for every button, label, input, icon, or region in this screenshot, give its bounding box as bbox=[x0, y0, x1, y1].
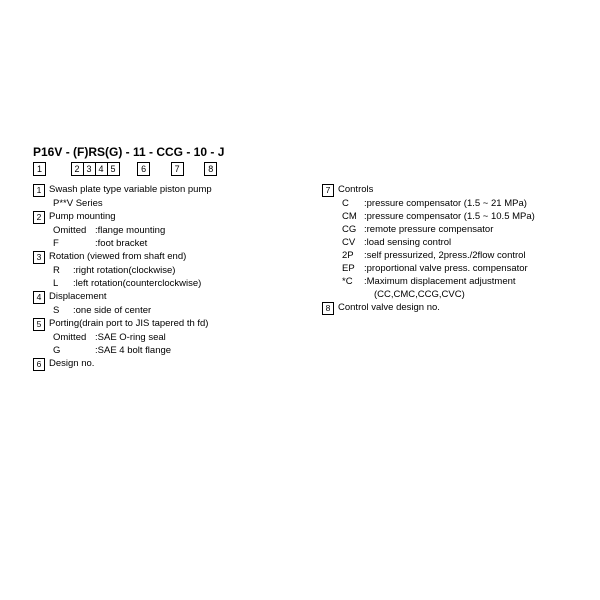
box-2: 2 bbox=[71, 162, 84, 176]
extra-7: (CC,CMC,CCG,CVC) bbox=[322, 288, 582, 301]
rows-5: Omitted:SAE O-ring seal G:SAE 4 bolt fla… bbox=[53, 331, 171, 357]
item-6: 6 Design no. bbox=[33, 357, 298, 371]
box-7: 7 bbox=[171, 162, 184, 176]
box-4: 4 bbox=[96, 162, 108, 176]
num-1-icon: 1 bbox=[33, 184, 45, 197]
box-group-6: 6 bbox=[137, 162, 150, 176]
line-1-0: P**V Series bbox=[33, 197, 298, 210]
rows-3: R:right rotation(clockwise) L:left rotat… bbox=[53, 264, 201, 290]
model-code: P16V - (F)RS(G) - 11 - CCG - 10 - J bbox=[33, 145, 224, 159]
box-1: 1 bbox=[33, 162, 46, 176]
num-6-icon: 6 bbox=[33, 358, 45, 371]
title-7: Controls bbox=[338, 183, 582, 197]
box-group-7: 7 bbox=[171, 162, 184, 176]
title-6: Design no. bbox=[49, 357, 298, 371]
num-8-icon: 8 bbox=[322, 302, 334, 315]
box-group-2345: 2345 bbox=[71, 162, 120, 176]
page: P16V - (F)RS(G) - 11 - CCG - 10 - J 1 23… bbox=[0, 0, 600, 600]
num-7-icon: 7 bbox=[322, 184, 334, 197]
item-8: 8 Control valve design no. bbox=[322, 301, 582, 315]
num-3-icon: 3 bbox=[33, 251, 45, 264]
item-5: 5 Porting(drain port to JIS tapered th fd… bbox=[33, 317, 298, 357]
title-1: Swash plate type variable piston pump bbox=[49, 183, 298, 197]
box-group-8: 8 bbox=[204, 162, 217, 176]
title-4: Displacement bbox=[49, 290, 298, 304]
num-2-icon: 2 bbox=[33, 211, 45, 224]
title-2: Pump mounting bbox=[49, 210, 298, 224]
num-4-icon: 4 bbox=[33, 291, 45, 304]
right-column: 7 Controls C:pressure compensator (1.5 ~ … bbox=[322, 183, 582, 315]
item-3: 3 Rotation (viewed from shaft end) R:righ… bbox=[33, 250, 298, 290]
rows-2: Omitted:flange mounting F:foot bracket bbox=[53, 224, 165, 250]
box-5: 5 bbox=[108, 162, 120, 176]
box-group-1: 1 bbox=[33, 162, 46, 176]
segment-boxes: 1 2345 6 7 8 bbox=[33, 162, 217, 176]
rows-7: C:pressure compensator (1.5 ~ 21 MPa) CM… bbox=[342, 197, 535, 288]
item-4: 4 Displacement S:one side of center bbox=[33, 290, 298, 317]
left-column: 1 Swash plate type variable piston pump P… bbox=[33, 183, 298, 371]
item-1: 1 Swash plate type variable piston pump P… bbox=[33, 183, 298, 210]
box-8: 8 bbox=[204, 162, 217, 176]
box-6: 6 bbox=[137, 162, 150, 176]
title-3: Rotation (viewed from shaft end) bbox=[49, 250, 298, 264]
rows-4: S:one side of center bbox=[53, 304, 151, 317]
title-5: Porting(drain port to JIS tapered th fd) bbox=[49, 317, 298, 331]
item-7: 7 Controls C:pressure compensator (1.5 ~ … bbox=[322, 183, 582, 301]
item-2: 2 Pump mounting Omitted:flange mounting F… bbox=[33, 210, 298, 250]
num-5-icon: 5 bbox=[33, 318, 45, 331]
box-3: 3 bbox=[84, 162, 96, 176]
title-8: Control valve design no. bbox=[338, 301, 582, 315]
